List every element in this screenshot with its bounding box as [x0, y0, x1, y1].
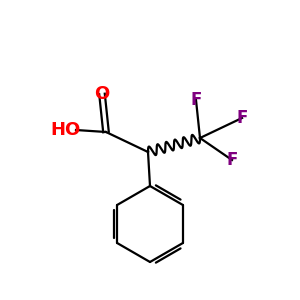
Text: HO: HO	[51, 121, 81, 139]
Text: F: F	[236, 109, 248, 127]
Text: O: O	[94, 85, 110, 103]
Text: F: F	[190, 91, 202, 109]
Text: F: F	[226, 151, 238, 169]
